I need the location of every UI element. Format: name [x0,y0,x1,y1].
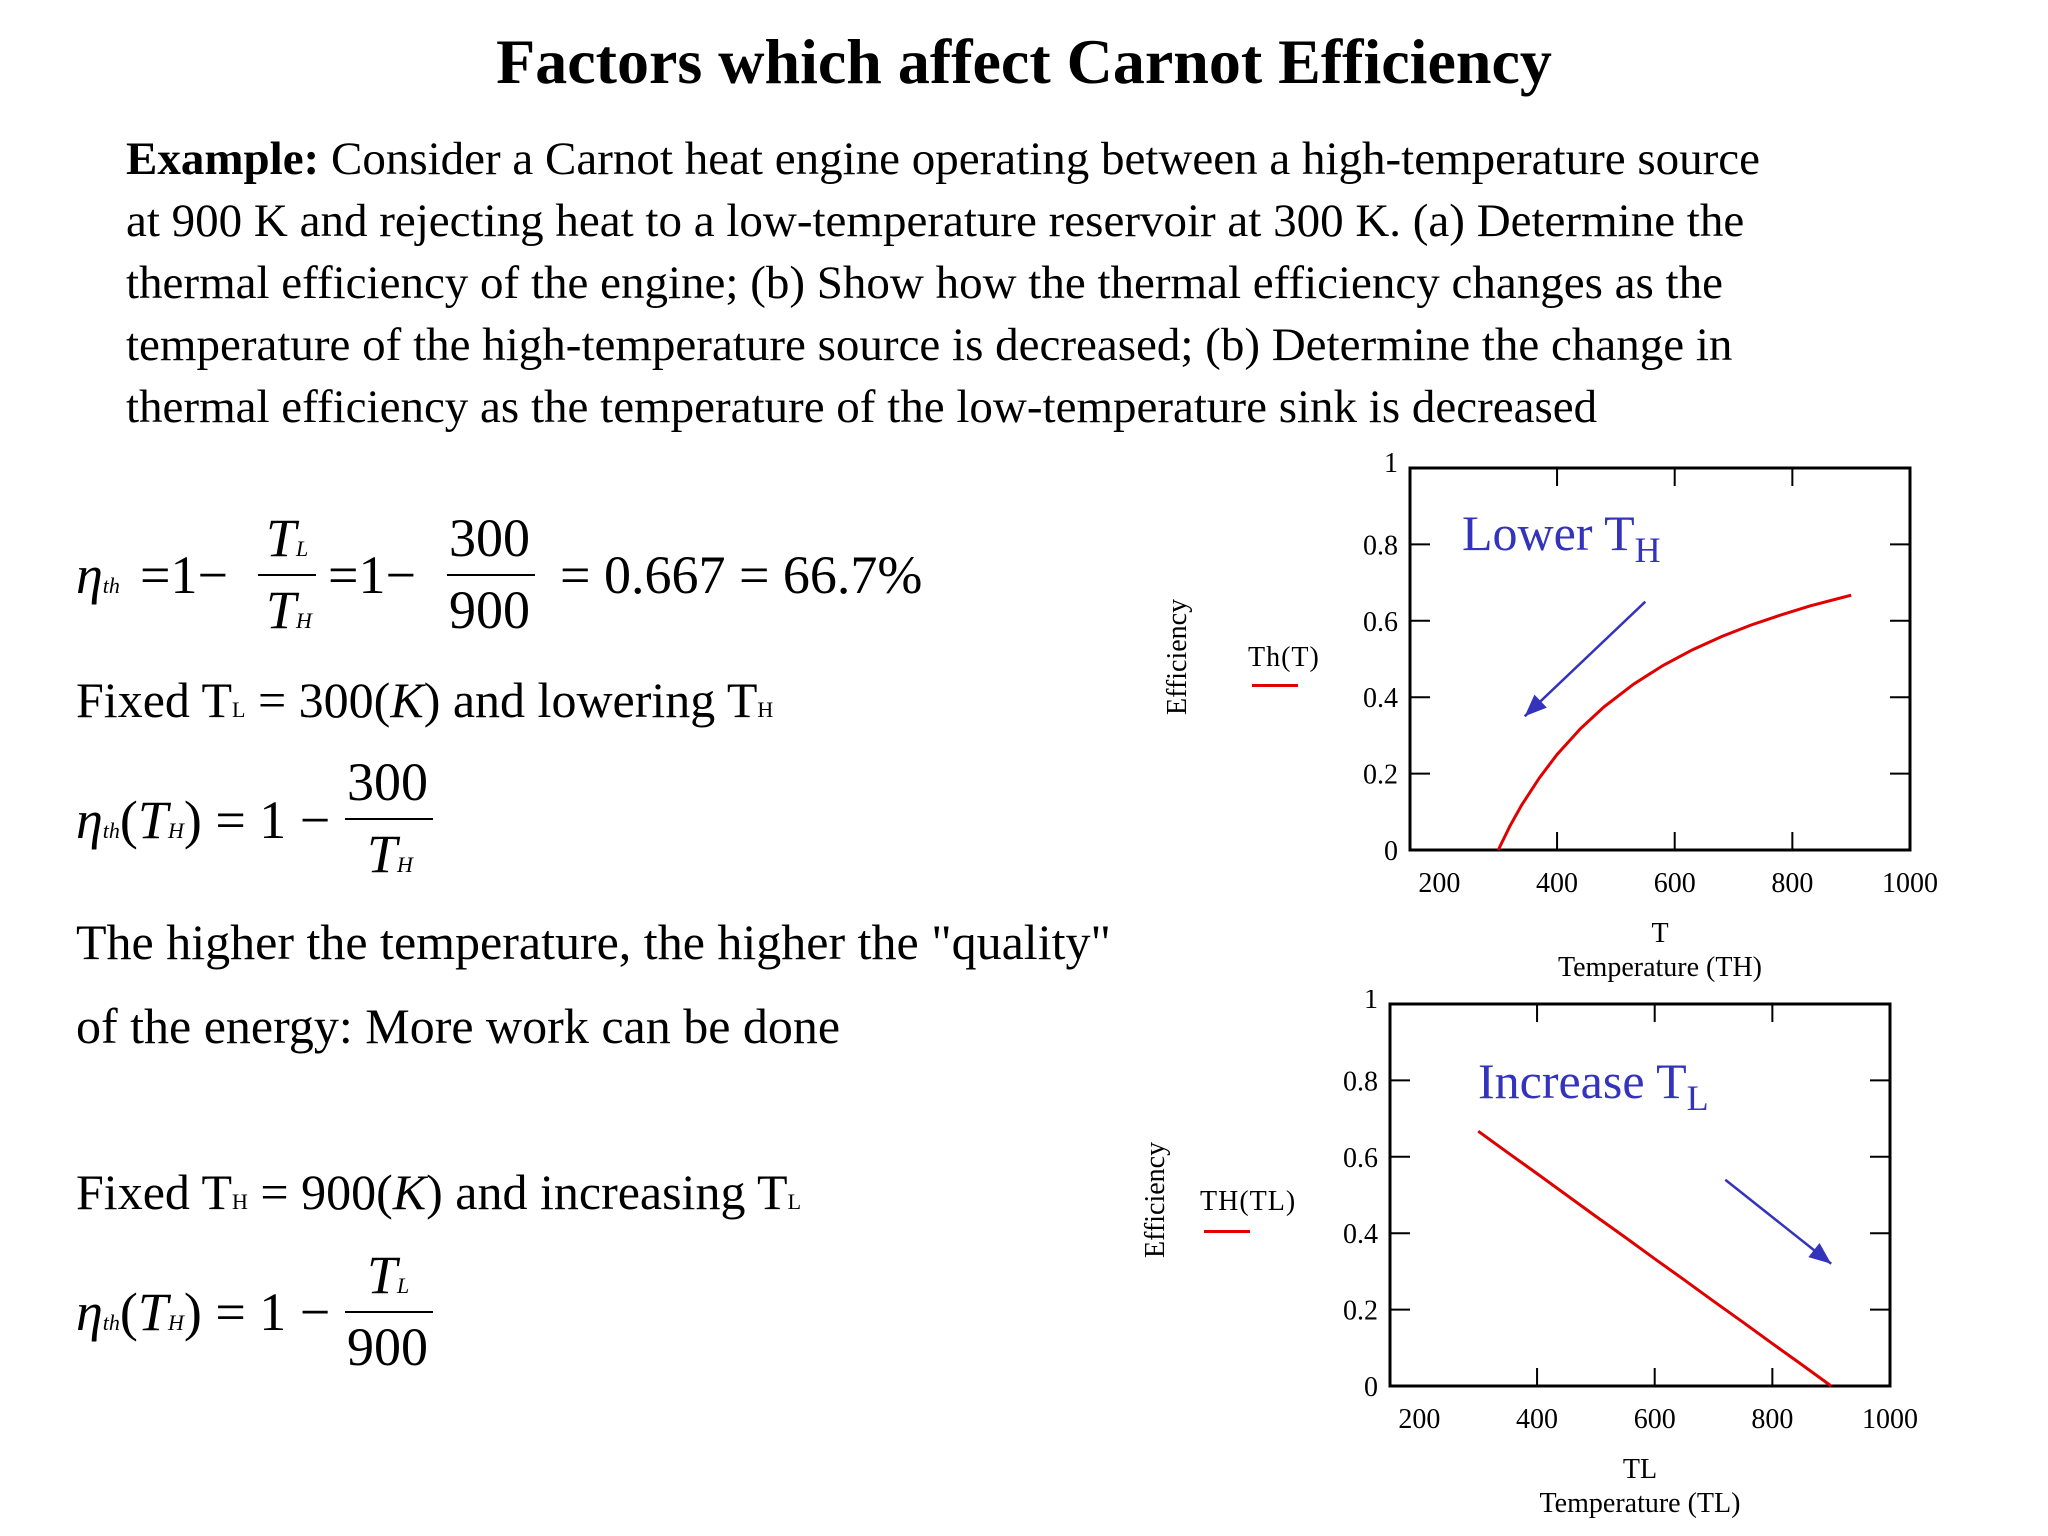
example-lead: Example: [126,133,320,185]
chart1-xlabel-var: T [1651,918,1668,949]
chart1-legend-label: Th(T) [1248,642,1320,673]
chart1-frame [1408,466,1912,852]
chart2-xlabel: Temperature (TL) [1540,1488,1741,1519]
example-text: Example: Consider a Carnot heat engine o… [126,128,1956,438]
chart1-ytick-label: 0.2 [1363,760,1398,791]
chart2-xlabel-var: TL [1623,1454,1657,1485]
fixed-tl-statement: Fixed TL = 300(K) and lowering TH [76,672,774,728]
chart2-xtick-label: 400 [1516,1404,1558,1435]
chart2-ylabel: Efficiency [1140,1141,1171,1258]
chart2-legend-label: TH(TL) [1200,1186,1297,1217]
chart1-ytick-label: 1 [1384,450,1398,479]
example-line-1-text: Consider a Carnot heat engine operating … [319,133,1760,185]
chart2-series-line [1477,1129,1833,1388]
chart1-ytick-label: 0.4 [1363,683,1398,714]
eta-symbol: ηth [76,545,120,605]
chart2-xtick-label: 200 [1398,1404,1440,1435]
chart2-arrow-shaft [1724,1178,1832,1265]
chart1-annotation-sub: H [1635,530,1661,570]
eq1-result: = 0.667 = 66.7% [560,545,923,605]
chart1-ytick-label: 0.6 [1363,607,1398,638]
chart2-xtick-label: 1000 [1862,1404,1918,1435]
eq3-den: 900 [347,1317,428,1377]
chart-increase-tl: 200 400 600 800 1000 0 0.2 0.4 0.6 0.8 1 Increase T… [1343,990,1918,1519]
example-line-1: Example: Consider a Carnot heat engine o… [126,128,1956,190]
fixed-th-statement: Fixed TH = 900(K) and increasing TL [76,1164,802,1220]
example-line-3: thermal efficiency of the engine; (b) Sh… [126,257,1723,309]
chart1-xlabel: Temperature (TH) [1558,952,1762,983]
chart2-arrow-head [1808,1243,1832,1264]
chart2-annotation-sub: L [1687,1078,1709,1118]
chart2-ytick-label: 0.4 [1343,1219,1378,1250]
chart1-legend-swatch [1252,684,1298,687]
chart2-legend-swatch [1204,1230,1250,1233]
chart2-ytick-label: 0.6 [1343,1143,1378,1174]
chart1-ytick-label: 0.8 [1363,530,1398,561]
chart2-xtick-label: 800 [1751,1404,1793,1435]
frac-num-t: TL [266,508,309,568]
frac-den-900: 900 [449,580,530,640]
chart1-xtick-label: 800 [1771,868,1813,899]
fraction-bar-4 [345,1311,433,1313]
example-line-2: at 900 K and rejecting heat to a low-tem… [126,195,1745,247]
eq3-num: TL [367,1245,410,1305]
chart-lower-th: 200 400 600 800 1000 0 0.2 0.4 0.6 0.8 1 Lower TH TT… [1363,450,1938,983]
eq2-den: TH [367,824,413,884]
chart2-annotation: Increase TL [1478,1053,1709,1118]
chart2-ytick-label: 0 [1364,1372,1378,1403]
chart1-xtick-label: 1000 [1882,868,1938,899]
eq2-num: 300 [347,752,428,812]
eq2-lhs: ηth(TH) = 1 − [76,790,331,850]
example-line-4: temperature of the high-temperature sour… [126,319,1733,371]
chart1-ylabel: Efficiency [1162,598,1193,715]
chart1-xtick-label: 200 [1418,868,1460,899]
chart1-ytick-label: 0 [1384,836,1398,867]
chart1-arrow-shaft [1523,600,1647,718]
frac-den-t: TH [266,580,312,640]
eq1-one-minus: =1− [140,545,228,605]
chart2-frame [1388,1002,1892,1388]
chart2-ytick-label: 0.8 [1343,1066,1378,1097]
frac-num-300: 300 [449,508,530,568]
fraction-bar [258,574,316,576]
fraction-bar-2 [447,574,535,576]
chart1-xtick-label: 600 [1654,868,1696,899]
chart1-arrow-head [1524,694,1547,717]
eq1-one-minus-2: =1− [328,545,416,605]
chart2-xtick-label: 600 [1634,1404,1676,1435]
fraction-bar-3 [345,818,433,820]
chart1-series-line [1496,593,1852,851]
page-title: Factors which affect Carnot Efficiency [496,26,1552,97]
eq3-lhs: ηth(TH) = 1 − [76,1282,331,1342]
example-line-5: thermal efficiency as the temperature of… [126,381,1598,433]
chart2-ytick-label: 0.2 [1343,1296,1378,1327]
chart1-annotation: Lower TH [1462,505,1661,570]
chart1-xtick-label: 400 [1536,868,1578,899]
quality-line-1: The higher the temperature, the higher t… [76,914,1111,970]
quality-line-2: of the energy: More work can be done [76,998,841,1054]
chart2-ytick-label: 1 [1364,990,1378,1015]
